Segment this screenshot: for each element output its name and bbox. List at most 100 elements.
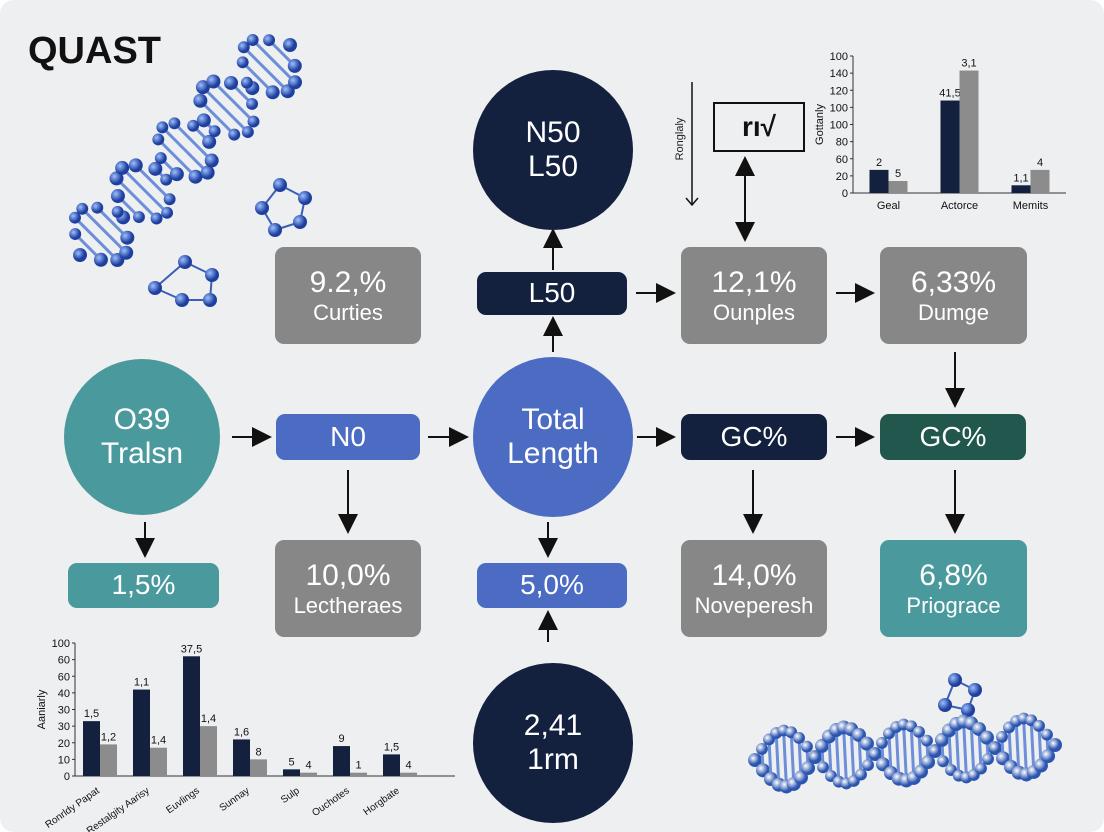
curties-box: 9.2,% Curties xyxy=(275,247,421,344)
helix-bead xyxy=(188,169,203,184)
pct-5-0-box: 5,0% xyxy=(477,563,627,608)
dna-helix-icon xyxy=(748,712,1062,794)
helix-bead xyxy=(152,133,165,146)
helix-rung xyxy=(842,727,848,784)
gc-box-teal: GC% xyxy=(880,414,1026,460)
helix-bead xyxy=(793,732,805,744)
data-label: 1,5 xyxy=(384,741,399,753)
bar xyxy=(283,769,300,776)
bottom-circle: 2,41 1rm xyxy=(473,663,633,823)
bar xyxy=(200,726,217,776)
helix-bead xyxy=(937,755,949,768)
bar xyxy=(183,656,200,776)
helix-rung xyxy=(834,729,841,782)
helix-rung xyxy=(251,38,297,84)
atom xyxy=(268,223,282,237)
lectheraes-box: 10,0% Lectheraes xyxy=(275,540,421,637)
helix-bead xyxy=(913,726,925,738)
node-label: 1,5% xyxy=(111,569,176,601)
helix-bead xyxy=(817,761,829,774)
data-label: 4 xyxy=(405,760,411,772)
n0-box: N0 xyxy=(276,414,420,460)
x-tick-label: Geal xyxy=(877,200,900,212)
helix-bead xyxy=(996,730,1008,743)
helix-rung xyxy=(199,99,236,136)
bar xyxy=(940,100,960,193)
atom xyxy=(175,293,189,307)
helix-bead xyxy=(855,768,867,781)
helix-bead xyxy=(246,34,259,46)
bar xyxy=(83,721,100,776)
node-value: 14,0% xyxy=(711,558,797,592)
helix-rung xyxy=(242,46,289,93)
helix-bead xyxy=(265,85,280,100)
helix-bead xyxy=(236,56,249,69)
y-tick-label: 80 xyxy=(836,137,848,149)
data-label: 5 xyxy=(895,168,901,180)
node-label: Curties xyxy=(313,300,383,326)
helix-bead xyxy=(1041,749,1056,764)
atom xyxy=(148,281,162,295)
y-axis-label: Aaniarly xyxy=(36,689,48,729)
data-label: 1,5 xyxy=(84,708,99,720)
bar xyxy=(333,746,350,776)
bar xyxy=(100,744,117,776)
node-value: 10,0% xyxy=(305,558,391,592)
node-label: L50 xyxy=(528,277,576,309)
bar xyxy=(383,754,400,776)
node-label: Lectheraes xyxy=(293,593,403,619)
bar xyxy=(400,772,417,776)
helix-rung xyxy=(73,216,119,262)
helix-bead xyxy=(749,754,761,766)
helix-bead xyxy=(109,171,124,186)
pct-1-5-box: 1,5% xyxy=(68,563,219,608)
helix-bead xyxy=(246,98,259,110)
bar xyxy=(350,772,367,776)
helix-rung xyxy=(134,164,171,201)
helix-bead xyxy=(195,80,210,95)
data-label: 1,6 xyxy=(234,726,249,738)
helix-rung xyxy=(1029,720,1036,773)
node-label: GC% xyxy=(919,420,987,452)
helix-rung xyxy=(115,177,158,220)
noveperesh-box: 14,0% Noveperesh xyxy=(681,540,827,637)
atom xyxy=(961,703,975,717)
helix-bead xyxy=(756,742,768,755)
helix-bead xyxy=(263,34,276,47)
helix-rung xyxy=(849,729,856,782)
node-line1: N50 xyxy=(525,115,581,149)
helix-bead xyxy=(120,230,135,245)
node-line1: O39 xyxy=(113,402,171,436)
helix-bead xyxy=(196,113,211,128)
bar xyxy=(250,759,267,776)
atom xyxy=(968,683,982,697)
gc-box-navy: GC% xyxy=(681,414,827,460)
data-label: 5 xyxy=(288,756,294,768)
data-label: 4 xyxy=(305,760,311,772)
ounples-box: 12,1% Ounples xyxy=(681,247,827,344)
helix-bead xyxy=(163,193,176,206)
helix-bead xyxy=(862,759,874,772)
helix-bead xyxy=(91,201,104,214)
node-label: Dumge xyxy=(918,300,989,326)
helix-bead xyxy=(148,161,163,176)
helix-bead xyxy=(128,158,143,173)
molecule-icon xyxy=(148,178,982,717)
bar xyxy=(888,181,908,193)
data-label: 1,1 xyxy=(134,677,149,689)
y-tick-label: 0 xyxy=(64,771,70,783)
helix-bead xyxy=(228,128,241,141)
helix-bead xyxy=(929,745,941,757)
y-tick-label: 120 xyxy=(830,85,848,97)
n50-l50-circle: N50 L50 xyxy=(473,70,633,230)
helix-bead xyxy=(115,160,130,175)
flow-arrows xyxy=(135,82,965,642)
helix-bead xyxy=(975,762,987,775)
helix-bead xyxy=(224,75,239,90)
helix-rung xyxy=(157,138,197,178)
atom xyxy=(948,673,962,687)
total-length-circle: Total Length xyxy=(473,357,633,517)
helix-rung xyxy=(774,732,781,785)
helix-rung xyxy=(902,724,908,781)
